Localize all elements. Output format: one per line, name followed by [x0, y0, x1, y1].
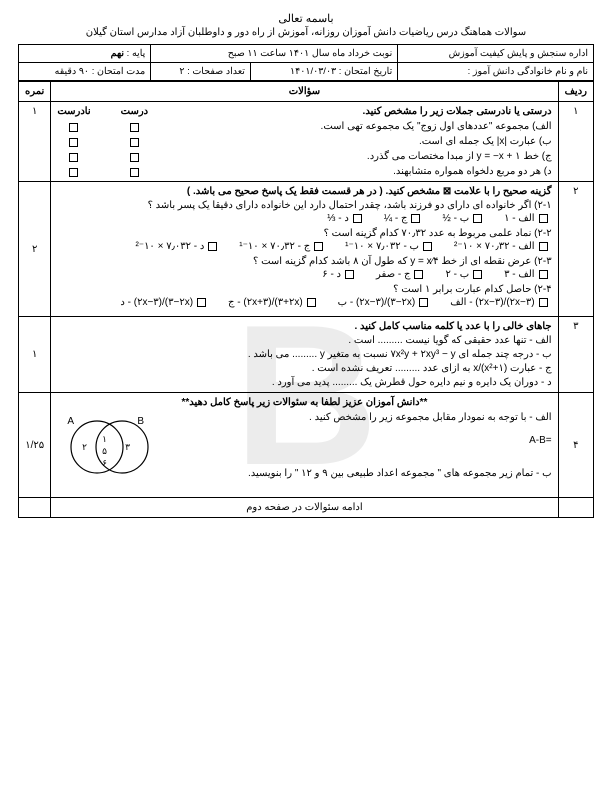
term: نوبت خرداد ماه سال ۱۴۰۱ ساعت ۱۱ صبح	[151, 45, 398, 63]
q1a-true[interactable]	[130, 123, 139, 132]
svg-text:۳: ۳	[125, 442, 130, 452]
q1-body: درستی یا نادرستی جملات زیر را مشخص کنید.…	[51, 102, 558, 182]
col-score: نمره	[19, 82, 51, 102]
q2-4-a[interactable]	[539, 298, 548, 307]
svg-text:B: B	[138, 416, 145, 427]
title-line: سوالات هماهنگ درس ریاضیات دانش آموزان رو…	[18, 27, 594, 38]
bismillah: باسمه تعالی	[18, 12, 594, 25]
q3-body: جاهای خالی را با عدد یا کلمه مناسب کامل …	[51, 317, 558, 393]
q1b-true[interactable]	[130, 138, 139, 147]
q4-num: ۴	[558, 393, 593, 498]
q4-body: **دانش آموزان عزیز لطفا به سئوالات زیر پ…	[51, 393, 558, 498]
q2-4-d[interactable]	[197, 298, 206, 307]
q1-score: ۱	[19, 102, 51, 182]
q2-body: گزینه صحیح را با علامت ⊠ مشخص کنید. ( در…	[51, 182, 558, 317]
header-table: اداره سنجش و پایش کیفیت آموزش نوبت خرداد…	[18, 44, 594, 81]
q2-3-b[interactable]	[473, 270, 482, 279]
q2-4-b[interactable]	[419, 298, 428, 307]
col-questions: سؤالات	[51, 82, 558, 102]
q1d-true[interactable]	[130, 168, 139, 177]
q3-num: ۳	[558, 317, 593, 393]
q2-1-c[interactable]	[411, 214, 420, 223]
q2-score: ۲	[19, 182, 51, 317]
q2-1-b[interactable]	[473, 214, 482, 223]
questions-table: ردیف سؤالات نمره ۱ درستی یا نادرستی جملا…	[18, 81, 594, 518]
grade-cell: پایه : نهم	[19, 45, 151, 63]
q1b-false[interactable]	[69, 138, 78, 147]
q2-3-a[interactable]	[539, 270, 548, 279]
venn-diagram: A B ۲ ۱ ۵ ۶ ۳	[62, 412, 162, 482]
q1c-true[interactable]	[130, 153, 139, 162]
q3-score: ۱	[19, 317, 51, 393]
svg-text:۵: ۵	[102, 446, 107, 456]
q1a-false[interactable]	[69, 123, 78, 132]
q2-2-d[interactable]	[208, 242, 217, 251]
q1d-false[interactable]	[69, 168, 78, 177]
q2-2-b[interactable]	[423, 242, 432, 251]
svg-text:۲: ۲	[82, 442, 87, 452]
q1-num: ۱	[558, 102, 593, 182]
col-row: ردیف	[558, 82, 593, 102]
svg-text:۶: ۶	[102, 458, 107, 468]
q2-4-c[interactable]	[307, 298, 316, 307]
svg-text:A: A	[68, 416, 75, 427]
q2-3-c[interactable]	[414, 270, 423, 279]
name-cell: نام و نام خانوادگی دانش آموز :	[398, 63, 594, 81]
svg-text:۱: ۱	[102, 434, 107, 444]
footer-note: ادامه سئوالات در صفحه دوم	[51, 498, 558, 518]
q2-3-d[interactable]	[345, 270, 354, 279]
q2-num: ۲	[558, 182, 593, 317]
q2-1-d[interactable]	[353, 214, 362, 223]
q4-score: ۱/۲۵	[19, 393, 51, 498]
q2-2-a[interactable]	[539, 242, 548, 251]
duration-cell: مدت امتحان : ۹۰ دقیقه	[19, 63, 151, 81]
date-cell: تاریخ امتحان : ۱۴۰۱/۰۳/۰۳	[250, 63, 397, 81]
q1c-false[interactable]	[69, 153, 78, 162]
q2-1-a[interactable]	[539, 214, 548, 223]
org: اداره سنجش و پایش کیفیت آموزش	[398, 45, 594, 63]
q2-2-c[interactable]	[314, 242, 323, 251]
pages-cell: تعداد صفحات : ۲	[151, 63, 251, 81]
